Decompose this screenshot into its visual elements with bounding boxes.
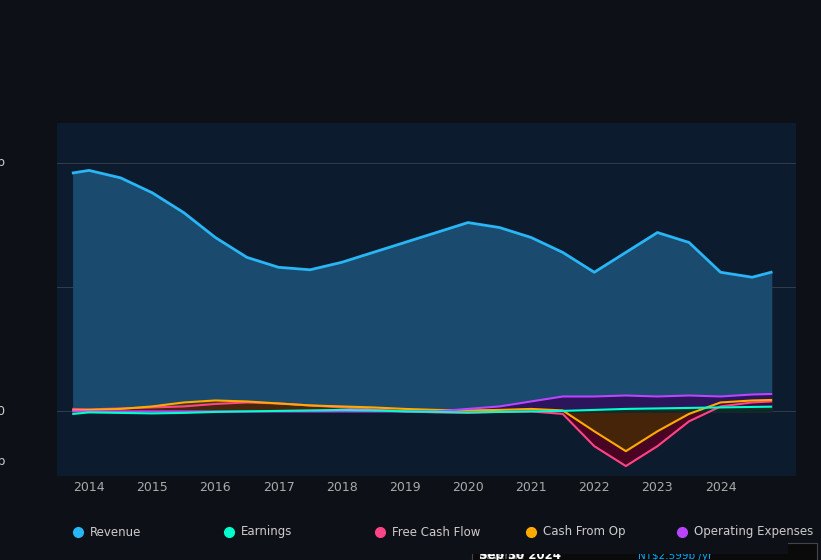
Text: -NT$1b: -NT$1b [0, 455, 6, 468]
Text: NT$2.599b /yr: NT$2.599b /yr [638, 551, 712, 560]
Text: Free Cash Flow: Free Cash Flow [392, 525, 480, 539]
Text: Revenue: Revenue [89, 525, 141, 539]
Text: NT$0: NT$0 [0, 405, 6, 418]
Text: Earnings: Earnings [241, 525, 292, 539]
Text: Revenue: Revenue [479, 551, 524, 560]
Text: Sep 30 2024: Sep 30 2024 [479, 549, 561, 560]
Text: Cash From Op: Cash From Op [543, 525, 625, 539]
Text: Operating Expenses: Operating Expenses [694, 525, 813, 539]
Text: NT$5b: NT$5b [0, 156, 6, 170]
